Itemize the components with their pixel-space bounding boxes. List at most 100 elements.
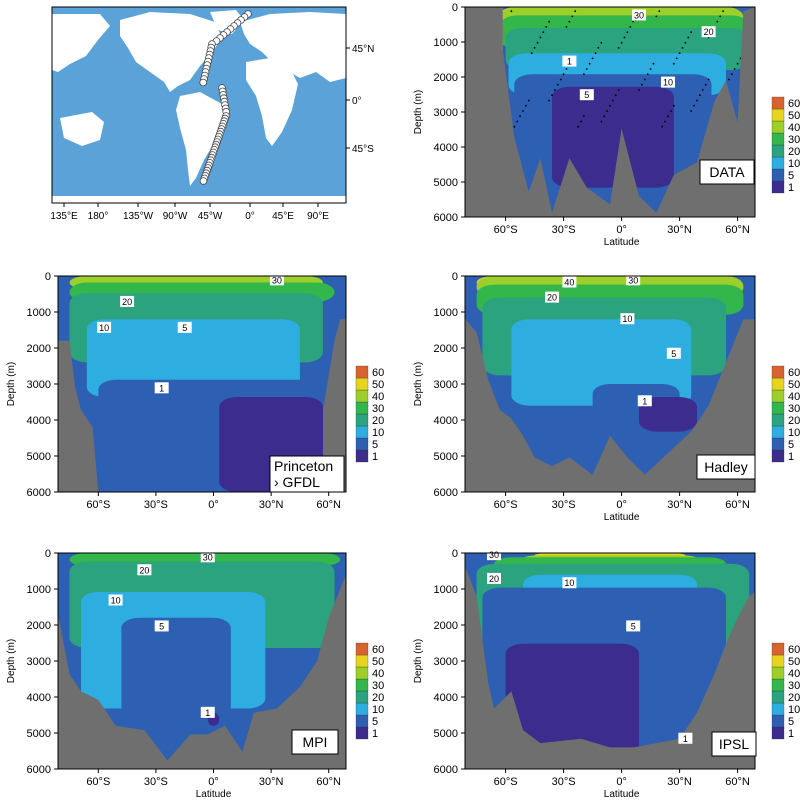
sample-point xyxy=(577,125,579,128)
y-tick-label: 5000 xyxy=(27,451,51,463)
y-tick-label: 5000 xyxy=(27,728,51,740)
colorbar-label: 5 xyxy=(788,170,794,182)
sample-point xyxy=(614,94,617,97)
colorbar-label: 40 xyxy=(788,391,800,403)
contour-label-box xyxy=(661,76,675,88)
y-tick-label: 4000 xyxy=(27,415,51,427)
contour-label-box xyxy=(562,276,577,288)
contour-label: 1 xyxy=(683,734,688,744)
concentration-band xyxy=(86,319,300,397)
sample-point xyxy=(530,52,533,55)
y-tick-label: 6000 xyxy=(434,212,458,224)
sample-point xyxy=(728,78,730,81)
contour-label: 5 xyxy=(671,349,676,359)
y-tick-label: 5000 xyxy=(434,177,458,189)
sample-point xyxy=(701,89,704,91)
x-tick-label: 0° xyxy=(616,224,627,236)
sample-point xyxy=(536,41,539,44)
y-tick-label: 3000 xyxy=(434,107,458,119)
sample-point xyxy=(733,68,736,70)
sample-point xyxy=(678,52,681,55)
map-x-tick-label: 135°W xyxy=(123,211,154,222)
sample-point xyxy=(704,83,707,86)
colorbar-swatch xyxy=(771,401,785,415)
contour-label: 5 xyxy=(584,90,589,100)
colorbar-swatch xyxy=(355,678,369,692)
colorbar-label: 20 xyxy=(372,692,384,704)
bathymetry-left xyxy=(465,7,503,217)
sample-point xyxy=(617,89,620,91)
sample-point xyxy=(562,73,565,76)
colorbar-label: 20 xyxy=(788,146,800,158)
map-land-africa xyxy=(246,58,298,146)
x-tick-label: 60°N xyxy=(725,499,750,511)
x-tick-label: 30°N xyxy=(667,499,692,511)
contour-label: 30 xyxy=(489,550,499,560)
sample-point xyxy=(606,110,608,112)
colorbar-label: 1 xyxy=(788,728,794,740)
sample-point xyxy=(513,125,516,128)
map-panel: 135°E 180° 135°W 90°W 45°W 0° 45°E 90°E 45°N0°4… xyxy=(50,6,374,222)
contour-label: 30 xyxy=(203,552,213,562)
colorbar-label: 5 xyxy=(788,439,794,451)
colorbar-swatch xyxy=(771,437,785,451)
x-tick-label: 30°S xyxy=(552,776,576,788)
sample-point xyxy=(646,73,649,76)
contour-label: 20 xyxy=(489,574,499,584)
sample-point xyxy=(597,47,600,49)
contour-label: 40 xyxy=(564,277,574,287)
sample-point xyxy=(585,68,588,70)
y-tick-label: 3000 xyxy=(27,379,51,391)
contour-label-box xyxy=(678,732,693,744)
x-tick-label: 0° xyxy=(208,776,219,788)
colorbar-swatch xyxy=(771,156,785,170)
contour-label: 10 xyxy=(564,578,574,588)
model-label-box xyxy=(269,455,345,493)
colorbar-label: 40 xyxy=(372,391,384,403)
colorbar-swatch xyxy=(355,654,369,668)
contour-label: 20 xyxy=(704,27,714,37)
x-axis-label: Latitude xyxy=(604,237,640,248)
sample-point xyxy=(684,41,687,44)
x-tick-label: 60°N xyxy=(725,224,750,236)
y-tick-label: 5000 xyxy=(434,728,458,740)
sample-point xyxy=(681,47,684,49)
sample-point xyxy=(542,31,545,34)
colorbar-label: 10 xyxy=(788,427,800,439)
model-label: IPSL xyxy=(719,736,750,752)
sample-point xyxy=(696,99,698,102)
concentration-band xyxy=(505,643,639,761)
colorbar-swatch xyxy=(771,449,785,463)
y-tick-label: 1000 xyxy=(434,584,458,596)
map-y-ticks: 45°N 0° 45°S xyxy=(346,44,374,155)
contour-label-box xyxy=(562,55,577,67)
colorbar-label: 50 xyxy=(788,379,800,391)
y-tick-label: 2000 xyxy=(27,620,51,632)
contour-label: 10 xyxy=(99,323,109,333)
colorbar-label: 1 xyxy=(788,451,794,463)
x-tick-label: 0° xyxy=(208,499,219,511)
sample-point xyxy=(736,62,739,65)
sample-point xyxy=(620,41,623,44)
map-x-ticks: 135°E 180° 135°W 90°W 45°W 0° 45°E 90°E xyxy=(50,203,329,222)
y-tick-label: 0 xyxy=(452,271,458,283)
map-y-tick-label: 0° xyxy=(352,96,362,107)
contour-label-box xyxy=(487,572,501,584)
contour-label: 5 xyxy=(159,621,164,631)
sample-point xyxy=(565,68,568,70)
contour-label: 20 xyxy=(122,297,132,307)
colorbar-swatch xyxy=(355,449,369,463)
contour-label-box xyxy=(545,291,559,303)
sample-point xyxy=(588,62,591,65)
y-axis-label: Depth (m) xyxy=(6,362,17,406)
y-tick-label: 2000 xyxy=(27,343,51,355)
x-tick-label: 60°N xyxy=(316,499,341,511)
sample-point xyxy=(690,110,693,112)
model-label-box xyxy=(699,159,755,185)
y-tick-label: 4000 xyxy=(27,692,51,704)
map-land-east-asia xyxy=(52,14,110,72)
